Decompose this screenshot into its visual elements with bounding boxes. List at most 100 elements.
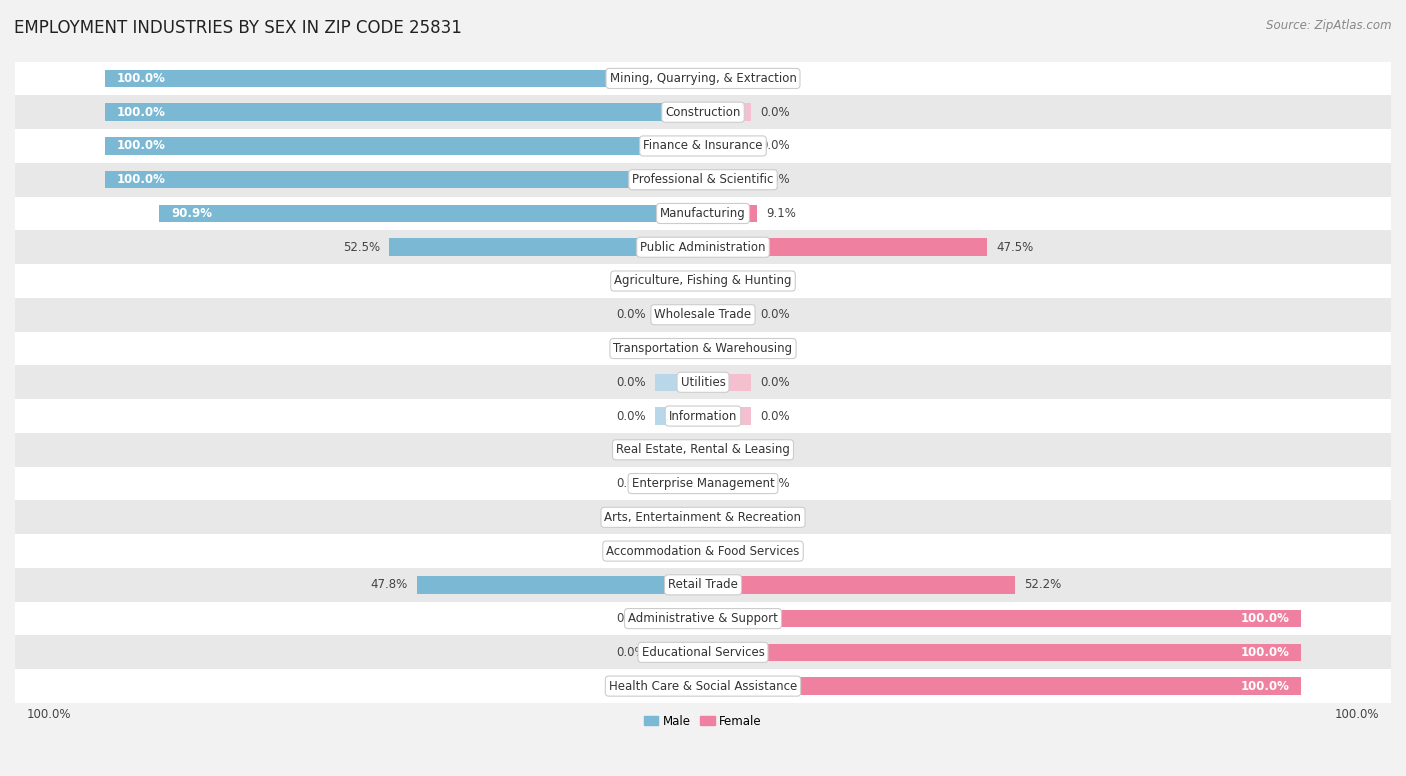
Bar [15, 399, 1391, 433]
Text: 100.0%: 100.0% [117, 106, 166, 119]
Text: 47.5%: 47.5% [995, 241, 1033, 254]
Bar [15, 466, 1391, 501]
Text: 90.9%: 90.9% [172, 207, 212, 220]
Bar [655, 272, 703, 289]
Text: Real Estate, Rental & Leasing: Real Estate, Rental & Leasing [616, 443, 790, 456]
Text: 0.0%: 0.0% [759, 376, 789, 389]
Bar [15, 196, 1391, 230]
Text: 0.0%: 0.0% [759, 72, 789, 85]
Text: Public Administration: Public Administration [640, 241, 766, 254]
Text: Professional & Scientific: Professional & Scientific [633, 173, 773, 186]
Bar [703, 441, 751, 459]
Bar [15, 433, 1391, 466]
Bar [703, 171, 751, 189]
Bar [15, 264, 1391, 298]
Text: 100.0%: 100.0% [1240, 680, 1289, 693]
Text: 0.0%: 0.0% [617, 680, 647, 693]
Bar [703, 576, 1015, 594]
Text: 0.0%: 0.0% [759, 173, 789, 186]
Legend: Male, Female: Male, Female [640, 710, 766, 733]
Bar [703, 137, 751, 154]
Text: Information: Information [669, 410, 737, 423]
Bar [655, 643, 703, 661]
Text: 100.0%: 100.0% [1240, 612, 1289, 625]
Bar [104, 103, 703, 121]
Bar [703, 373, 751, 391]
Bar [655, 475, 703, 492]
Text: Utilities: Utilities [681, 376, 725, 389]
Bar [15, 129, 1391, 163]
Text: 0.0%: 0.0% [617, 612, 647, 625]
Text: 52.2%: 52.2% [1024, 578, 1062, 591]
Text: 100.0%: 100.0% [117, 72, 166, 85]
Text: Finance & Insurance: Finance & Insurance [644, 140, 762, 152]
Text: 47.8%: 47.8% [371, 578, 408, 591]
Text: 0.0%: 0.0% [617, 511, 647, 524]
Bar [655, 373, 703, 391]
Bar [655, 542, 703, 559]
Bar [655, 306, 703, 324]
Text: 0.0%: 0.0% [617, 410, 647, 423]
Text: Construction: Construction [665, 106, 741, 119]
Bar [15, 95, 1391, 129]
Bar [703, 610, 1302, 627]
Text: Source: ZipAtlas.com: Source: ZipAtlas.com [1267, 19, 1392, 33]
Bar [655, 441, 703, 459]
Text: Manufacturing: Manufacturing [661, 207, 745, 220]
Bar [655, 407, 703, 424]
Text: 0.0%: 0.0% [617, 275, 647, 287]
Bar [104, 70, 703, 87]
Bar [104, 137, 703, 154]
Text: Retail Trade: Retail Trade [668, 578, 738, 591]
Bar [703, 103, 751, 121]
Text: 0.0%: 0.0% [617, 342, 647, 355]
Text: 0.0%: 0.0% [759, 275, 789, 287]
Text: 52.5%: 52.5% [343, 241, 380, 254]
Bar [703, 508, 751, 526]
Bar [703, 643, 1302, 661]
Text: 0.0%: 0.0% [617, 443, 647, 456]
Text: Wholesale Trade: Wholesale Trade [654, 308, 752, 321]
Text: 0.0%: 0.0% [759, 106, 789, 119]
Text: 0.0%: 0.0% [759, 443, 789, 456]
Text: 100.0%: 100.0% [27, 708, 72, 722]
Bar [15, 298, 1391, 331]
Text: 0.0%: 0.0% [617, 545, 647, 558]
Bar [703, 306, 751, 324]
Text: 0.0%: 0.0% [759, 545, 789, 558]
Bar [15, 636, 1391, 669]
Text: 0.0%: 0.0% [759, 477, 789, 490]
Text: 0.0%: 0.0% [617, 646, 647, 659]
Text: 0.0%: 0.0% [759, 140, 789, 152]
Text: 0.0%: 0.0% [759, 511, 789, 524]
Text: 0.0%: 0.0% [759, 308, 789, 321]
Text: 0.0%: 0.0% [617, 477, 647, 490]
Text: 100.0%: 100.0% [117, 140, 166, 152]
Text: Educational Services: Educational Services [641, 646, 765, 659]
Bar [703, 340, 751, 357]
Bar [15, 601, 1391, 636]
Text: Health Care & Social Assistance: Health Care & Social Assistance [609, 680, 797, 693]
Bar [15, 501, 1391, 534]
Text: 100.0%: 100.0% [1334, 708, 1379, 722]
Bar [655, 677, 703, 695]
Text: Mining, Quarrying, & Extraction: Mining, Quarrying, & Extraction [610, 72, 796, 85]
Bar [15, 61, 1391, 95]
Bar [703, 407, 751, 424]
Text: Administrative & Support: Administrative & Support [628, 612, 778, 625]
Bar [15, 568, 1391, 601]
Text: Arts, Entertainment & Recreation: Arts, Entertainment & Recreation [605, 511, 801, 524]
Bar [389, 238, 703, 256]
Bar [15, 365, 1391, 399]
Bar [655, 508, 703, 526]
Text: Agriculture, Fishing & Hunting: Agriculture, Fishing & Hunting [614, 275, 792, 287]
Bar [15, 331, 1391, 365]
Bar [703, 542, 751, 559]
Text: 0.0%: 0.0% [759, 342, 789, 355]
Bar [15, 534, 1391, 568]
Text: 9.1%: 9.1% [766, 207, 796, 220]
Bar [159, 205, 703, 222]
Bar [703, 238, 987, 256]
Text: 100.0%: 100.0% [1240, 646, 1289, 659]
Text: EMPLOYMENT INDUSTRIES BY SEX IN ZIP CODE 25831: EMPLOYMENT INDUSTRIES BY SEX IN ZIP CODE… [14, 19, 463, 37]
